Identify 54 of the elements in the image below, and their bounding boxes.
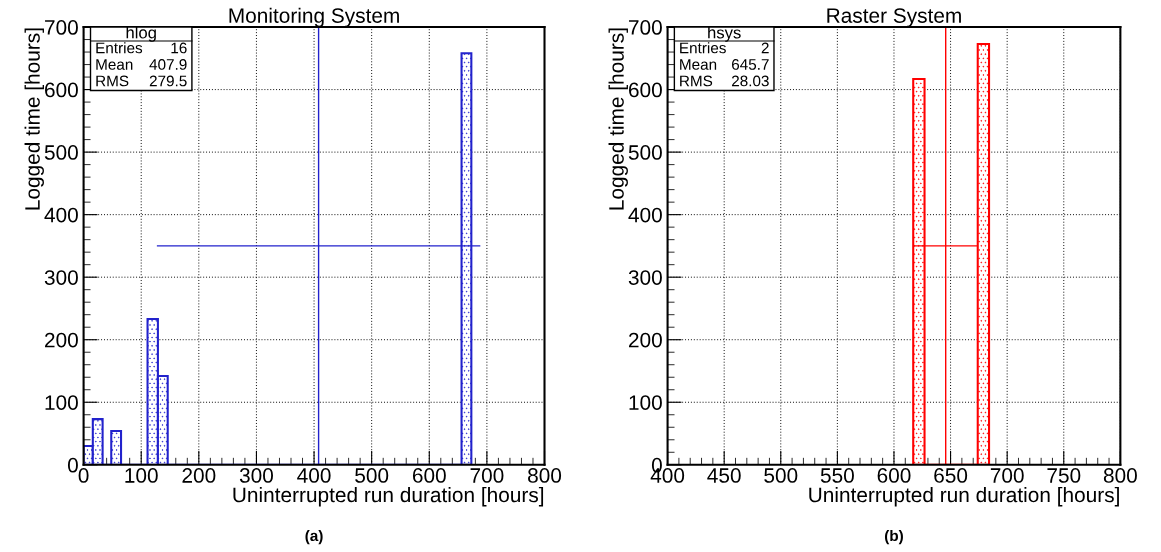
x-tick-label: 800	[528, 468, 562, 483]
y-tick-label: 400	[628, 207, 662, 223]
y-tick-label: 300	[628, 270, 662, 285]
x-tick-label: 700	[470, 468, 504, 483]
y-tick-label: 200	[45, 332, 78, 348]
annotation: Mean	[96, 59, 133, 70]
x-tick-label: 550	[820, 468, 854, 483]
y-tick-label: 400	[44, 207, 78, 223]
annotation: hsys	[708, 26, 741, 42]
y-axis-title: Logged time [hours]	[608, 28, 628, 210]
annotation: 2	[761, 42, 769, 54]
annotation: Mean	[680, 59, 717, 70]
x-tick-label: 400	[297, 468, 331, 483]
y-axis-title: Logged time [hours]	[24, 28, 44, 210]
annotation: RMS	[96, 75, 129, 87]
text: (b)	[884, 529, 903, 545]
y-tick-label: 700	[45, 20, 78, 35]
x-axis-title: Uninterrupted run duration [hours]	[233, 486, 544, 507]
y-tick-label: 100	[45, 395, 78, 410]
annotation: 28.03	[731, 75, 769, 87]
y-tick-label: 100	[629, 395, 662, 410]
y-tick-label: 700	[629, 20, 662, 35]
x-tick-label: 700	[990, 468, 1024, 483]
annotation: Entries	[680, 42, 726, 54]
x-tick-label: 300	[239, 468, 273, 483]
annotation: 16	[171, 42, 187, 54]
x-tick-label: 0	[78, 468, 89, 483]
annotation: 407.9	[149, 59, 187, 70]
y-tick-label: 300	[44, 270, 78, 285]
annotation: hlog	[126, 26, 156, 42]
y-tick-label: 200	[629, 332, 662, 348]
x-tick-label: 200	[182, 468, 216, 483]
y-tick-label: 500	[44, 145, 78, 160]
annotation: Entries	[96, 42, 143, 54]
text: (a)	[305, 529, 323, 545]
y-tick-label: 600	[45, 82, 78, 98]
y-tick-label: 0	[67, 457, 78, 473]
x-tick-label: 500	[355, 468, 389, 483]
y-tick-label: 600	[629, 82, 662, 98]
annotation: 279.5	[149, 75, 187, 87]
annotation: 645.7	[732, 59, 769, 70]
x-tick-label: 450	[707, 468, 741, 483]
y-tick-label: 500	[628, 145, 662, 160]
x-tick-label: 500	[764, 468, 798, 483]
x-tick-label: 750	[1047, 468, 1081, 483]
chart-title: Raster System	[827, 8, 961, 28]
x-tick-label: 600	[877, 468, 911, 483]
x-tick-label: 650	[934, 468, 968, 483]
x-axis-title: Uninterrupted run duration [hours]	[809, 486, 1119, 507]
chart-title: Monitoring System	[229, 7, 399, 28]
x-tick-label: 800	[1103, 468, 1137, 483]
x-tick-label: 100	[125, 468, 158, 483]
x-tick-label: 600	[412, 468, 446, 483]
annotation: RMS	[680, 75, 713, 87]
